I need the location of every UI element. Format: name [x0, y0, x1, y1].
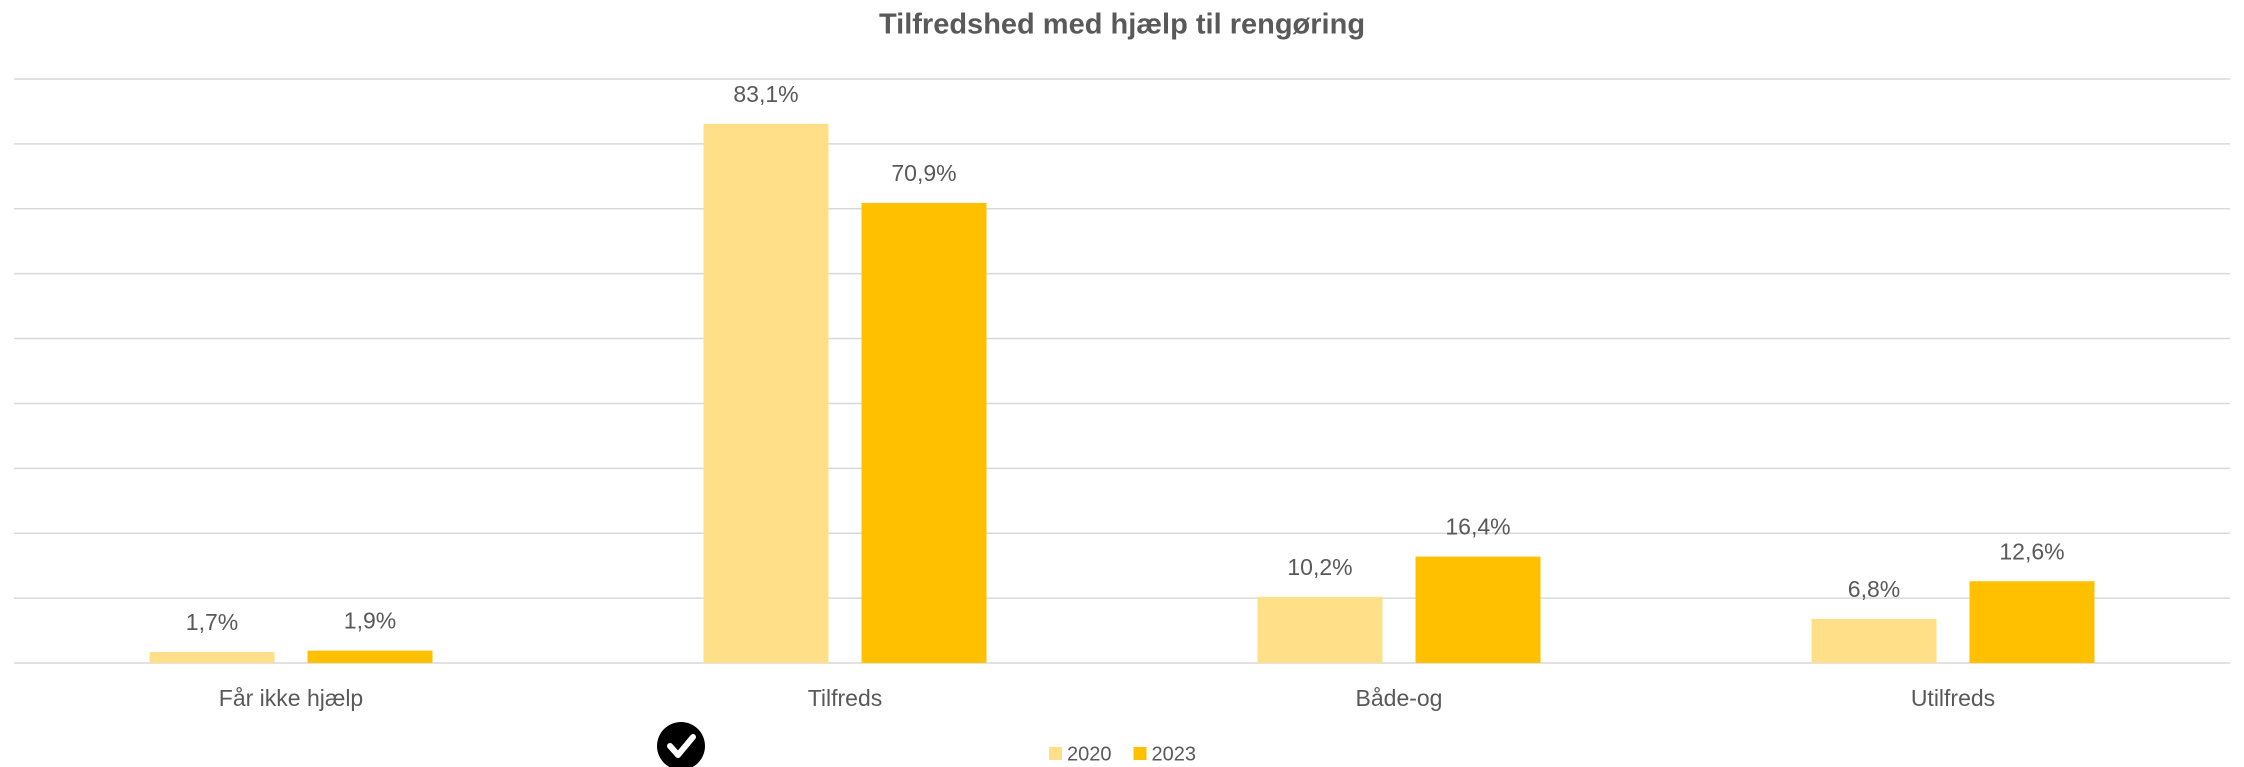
x-tick-label: Får ikke hjælp — [219, 685, 363, 711]
x-tick-label: Både-og — [1356, 685, 1443, 711]
x-tick-label: Tilfreds — [808, 685, 883, 711]
bar — [1415, 556, 1541, 663]
legend-label: 2020 — [1067, 743, 1112, 765]
bar — [861, 202, 987, 663]
bar — [703, 123, 829, 664]
data-label: 1,9% — [344, 608, 396, 634]
chart-title: Tilfredshed med hjælp til rengøring — [879, 9, 1365, 41]
data-label: 83,1% — [733, 81, 798, 107]
data-label: 10,2% — [1287, 554, 1352, 580]
bar — [1811, 618, 1937, 663]
legend-swatch — [1049, 747, 1062, 760]
data-label: 12,6% — [1999, 538, 2064, 564]
data-label: 1,7% — [186, 609, 238, 635]
legend-swatch — [1133, 747, 1147, 760]
data-label: 6,8% — [1848, 576, 1900, 602]
bar — [1969, 581, 2095, 663]
x-tick-label: Utilfreds — [1911, 685, 1995, 711]
legend-label: 2023 — [1152, 743, 1197, 765]
bar — [307, 650, 433, 663]
data-label: 70,9% — [891, 160, 956, 186]
bar — [1257, 596, 1383, 663]
check-icon — [657, 722, 705, 767]
data-label: 16,4% — [1445, 514, 1510, 540]
bar — [149, 651, 275, 663]
